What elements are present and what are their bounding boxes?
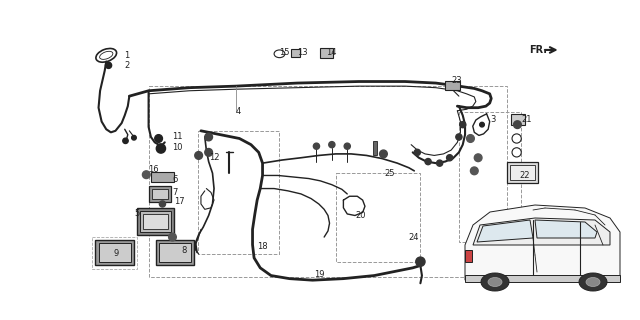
Bar (143, 214, 168, 229)
Circle shape (380, 150, 387, 158)
Text: 18: 18 (257, 242, 268, 251)
Bar (291, 49, 300, 57)
Circle shape (513, 121, 521, 129)
Bar (92, 237, 137, 269)
Bar (372, 141, 378, 155)
Text: 20: 20 (355, 211, 365, 220)
Text: 10: 10 (172, 143, 183, 152)
Text: 19: 19 (314, 269, 324, 278)
Circle shape (314, 143, 319, 149)
Circle shape (205, 148, 212, 156)
Text: 8: 8 (182, 246, 187, 255)
Bar (148, 86, 507, 277)
Ellipse shape (481, 273, 509, 291)
Bar (336, 173, 420, 262)
Bar (511, 114, 525, 124)
Bar (140, 211, 171, 232)
Text: 25: 25 (384, 169, 395, 178)
Circle shape (132, 135, 136, 140)
Text: 13: 13 (297, 48, 308, 57)
Text: 23: 23 (451, 76, 462, 85)
Text: 3: 3 (490, 115, 496, 124)
Bar (508, 162, 538, 183)
Circle shape (106, 62, 111, 68)
Bar (511, 165, 535, 180)
Polygon shape (535, 220, 597, 238)
Text: 14: 14 (326, 48, 337, 57)
Bar (99, 243, 131, 262)
Circle shape (143, 171, 150, 179)
Circle shape (329, 141, 335, 148)
Circle shape (460, 122, 466, 128)
Bar (95, 240, 134, 265)
Text: 7: 7 (172, 188, 178, 197)
Circle shape (205, 133, 212, 141)
Text: 5: 5 (134, 210, 140, 219)
Text: 16: 16 (148, 165, 159, 174)
Text: TX44B1600A: TX44B1600A (509, 271, 556, 280)
Text: 1: 1 (124, 51, 129, 60)
Text: 4: 4 (236, 107, 241, 116)
Polygon shape (465, 250, 472, 262)
Circle shape (168, 233, 176, 241)
Text: 12: 12 (209, 153, 219, 162)
Bar (198, 131, 279, 254)
Circle shape (156, 144, 166, 153)
Circle shape (436, 160, 443, 166)
Text: 22: 22 (520, 171, 530, 180)
Text: 24: 24 (408, 233, 419, 242)
Circle shape (456, 134, 462, 140)
Bar (320, 48, 333, 58)
Ellipse shape (488, 277, 502, 286)
Circle shape (467, 135, 474, 142)
Bar (445, 81, 460, 90)
Ellipse shape (586, 277, 600, 286)
Circle shape (474, 154, 482, 162)
Circle shape (155, 135, 163, 142)
Text: 21: 21 (521, 115, 532, 124)
Bar (159, 243, 191, 262)
Bar (156, 240, 194, 265)
Polygon shape (473, 218, 610, 245)
Circle shape (195, 152, 202, 159)
Polygon shape (477, 220, 533, 242)
Text: 2: 2 (124, 61, 129, 70)
Text: 9: 9 (114, 250, 119, 259)
Circle shape (123, 138, 128, 143)
Circle shape (447, 155, 452, 161)
Text: 17: 17 (174, 197, 184, 206)
Bar (137, 208, 174, 235)
Circle shape (480, 122, 484, 127)
Bar (151, 172, 174, 182)
Circle shape (470, 167, 478, 175)
Circle shape (425, 158, 431, 165)
Polygon shape (465, 205, 620, 280)
Bar (152, 189, 168, 199)
Bar (459, 112, 520, 243)
Circle shape (159, 201, 166, 207)
Text: 11: 11 (172, 132, 183, 141)
Bar (149, 186, 171, 202)
Text: FR.: FR. (529, 45, 547, 55)
Text: 15: 15 (280, 48, 290, 57)
Ellipse shape (579, 273, 607, 291)
Text: 6: 6 (172, 175, 178, 184)
Circle shape (344, 143, 350, 149)
Polygon shape (465, 275, 620, 282)
Circle shape (414, 149, 420, 156)
Circle shape (416, 257, 425, 266)
